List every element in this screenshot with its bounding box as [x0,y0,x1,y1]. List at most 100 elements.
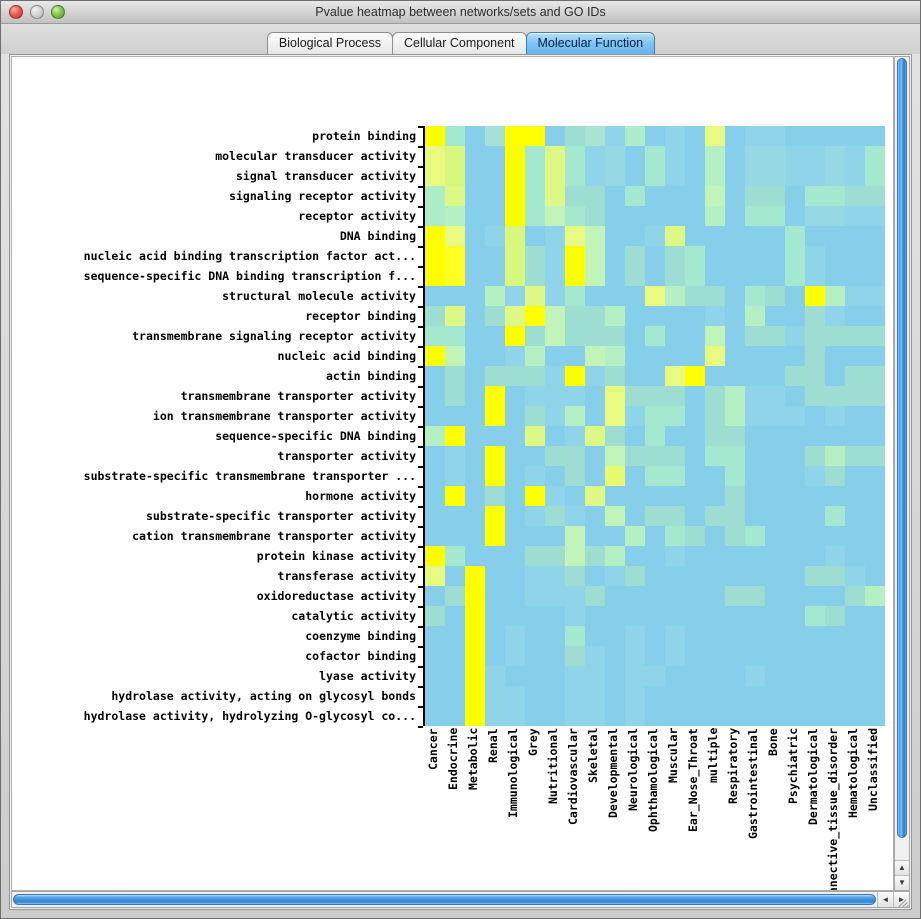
heatmap-cell[interactable] [485,506,505,526]
heatmap-cell[interactable] [705,666,725,686]
heatmap-cell[interactable] [645,646,665,666]
heatmap-cell[interactable] [805,226,825,246]
heatmap-cell[interactable] [685,366,705,386]
heatmap-cell[interactable] [685,686,705,706]
heatmap-cell[interactable] [845,206,865,226]
heatmap-cell[interactable] [425,226,445,246]
heatmap-cell[interactable] [805,126,825,146]
heatmap-cell[interactable] [765,126,785,146]
heatmap-cell[interactable] [665,346,685,366]
heatmap-cell[interactable] [805,506,825,526]
heatmap-cell[interactable] [505,646,525,666]
heatmap-cell[interactable] [845,706,865,726]
heatmap-cell[interactable] [645,386,665,406]
heatmap-cell[interactable] [585,286,605,306]
heatmap-cell[interactable] [625,546,645,566]
heatmap-cell[interactable] [565,586,585,606]
heatmap-cell[interactable] [565,186,585,206]
heatmap-cell[interactable] [445,686,465,706]
heatmap-cell[interactable] [445,546,465,566]
heatmap-cell[interactable] [425,686,445,706]
heatmap-cell[interactable] [785,206,805,226]
heatmap-cell[interactable] [605,286,625,306]
heatmap-cell[interactable] [865,246,885,266]
heatmap-cell[interactable] [505,606,525,626]
heatmap-cell[interactable] [665,606,685,626]
heatmap-cell[interactable] [705,706,725,726]
heatmap-cell[interactable] [705,526,725,546]
heatmap-cell[interactable] [645,446,665,466]
heatmap-cell[interactable] [785,566,805,586]
heatmap-cell[interactable] [525,186,545,206]
heatmap-cell[interactable] [845,586,865,606]
heatmap-cell[interactable] [865,606,885,626]
heatmap-cell[interactable] [805,686,825,706]
heatmap-cell[interactable] [745,226,765,246]
heatmap-cell[interactable] [845,246,865,266]
heatmap-cell[interactable] [865,286,885,306]
heatmap-cell[interactable] [505,126,525,146]
heatmap-cell[interactable] [745,486,765,506]
heatmap-cell[interactable] [845,266,865,286]
heatmap-cell[interactable] [845,566,865,586]
heatmap-cell[interactable] [485,306,505,326]
heatmap-cell[interactable] [785,666,805,686]
heatmap-cell[interactable] [605,506,625,526]
heatmap-cell[interactable] [785,626,805,646]
heatmap-cell[interactable] [605,646,625,666]
heatmap-grid[interactable] [423,126,885,726]
heatmap-cell[interactable] [705,326,725,346]
heatmap-cell[interactable] [685,226,705,246]
heatmap-cell[interactable] [845,226,865,246]
heatmap-cell[interactable] [825,126,845,146]
heatmap-cell[interactable] [685,646,705,666]
heatmap-cell[interactable] [565,646,585,666]
heatmap-cell[interactable] [805,446,825,466]
heatmap-cell[interactable] [565,466,585,486]
heatmap-cell[interactable] [545,626,565,646]
heatmap-cell[interactable] [485,406,505,426]
heatmap-cell[interactable] [645,266,665,286]
vertical-scrollbar-track[interactable] [895,57,909,860]
heatmap-cell[interactable] [765,246,785,266]
heatmap-cell[interactable] [665,266,685,286]
heatmap-cell[interactable] [425,526,445,546]
heatmap-cell[interactable] [485,366,505,386]
heatmap-cell[interactable] [525,506,545,526]
heatmap-cell[interactable] [825,406,845,426]
heatmap-cell[interactable] [625,646,645,666]
heatmap-cell[interactable] [745,666,765,686]
heatmap-cell[interactable] [465,686,485,706]
heatmap-cell[interactable] [625,706,645,726]
heatmap-cell[interactable] [705,586,725,606]
heatmap-cell[interactable] [825,286,845,306]
heatmap-cell[interactable] [425,346,445,366]
heatmap-cell[interactable] [565,706,585,726]
heatmap-cell[interactable] [745,186,765,206]
heatmap-cell[interactable] [425,166,445,186]
heatmap-cell[interactable] [605,566,625,586]
heatmap-cell[interactable] [565,566,585,586]
heatmap-cell[interactable] [845,466,865,486]
heatmap-cell[interactable] [785,406,805,426]
heatmap-cell[interactable] [645,406,665,426]
heatmap-cell[interactable] [485,426,505,446]
heatmap-cell[interactable] [605,626,625,646]
heatmap-cell[interactable] [465,386,485,406]
heatmap-cell[interactable] [585,366,605,386]
heatmap-cell[interactable] [785,386,805,406]
heatmap-cell[interactable] [625,666,645,686]
heatmap-cell[interactable] [425,426,445,446]
heatmap-cell[interactable] [705,546,725,566]
heatmap-cell[interactable] [665,166,685,186]
heatmap-cell[interactable] [805,706,825,726]
heatmap-cell[interactable] [445,306,465,326]
heatmap-cell[interactable] [545,706,565,726]
heatmap-cell[interactable] [765,206,785,226]
heatmap-cell[interactable] [545,486,565,506]
heatmap-cell[interactable] [605,186,625,206]
heatmap-cell[interactable] [525,386,545,406]
heatmap-cell[interactable] [685,126,705,146]
heatmap-cell[interactable] [485,266,505,286]
heatmap-cell[interactable] [685,306,705,326]
